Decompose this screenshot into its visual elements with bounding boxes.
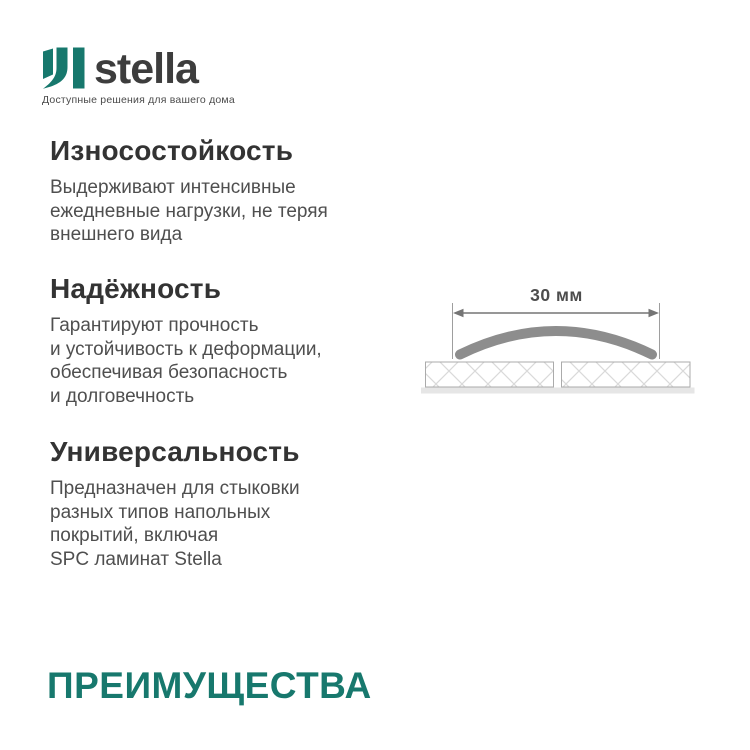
floor-panel-left (425, 361, 554, 388)
underlay-strip (421, 387, 695, 394)
profile-arc (455, 326, 657, 360)
dimension-arrow (453, 308, 659, 318)
dimension-label: 30 мм (530, 285, 583, 305)
feature-section-versatility: Универсальность Предназначен для стыковк… (50, 435, 410, 571)
logo: stella (42, 45, 235, 93)
feature-title: Универсальность (50, 436, 300, 467)
feature-body: Выдерживают интенсивные ежедневные нагру… (50, 177, 328, 245)
brand-tagline: Доступные решения для вашего дома (42, 94, 235, 106)
feature-title: Надёжность (50, 273, 222, 304)
feature-body: Предназначен для стыковки разных типов н… (50, 478, 300, 570)
feature-section-wear-resistance: Износостойкость Выдерживают интенсивные … (50, 134, 410, 247)
brand-header: stella Доступные решения для вашего дома (42, 47, 235, 106)
feature-body: Гарантируют прочность и устойчивость к д… (50, 315, 322, 407)
feature-section-reliability: Надёжность Гарантируют прочность и устой… (50, 272, 410, 408)
feature-title: Износостойкость (50, 135, 294, 166)
brand-logo-text: stella (94, 45, 199, 93)
floor-panel-right (561, 361, 691, 388)
page-title: ПРЕИМУЩЕСТВА (47, 665, 372, 706)
stella-logo-icon (43, 47, 85, 89)
profile-width-diagram: 30 мм (410, 280, 710, 405)
